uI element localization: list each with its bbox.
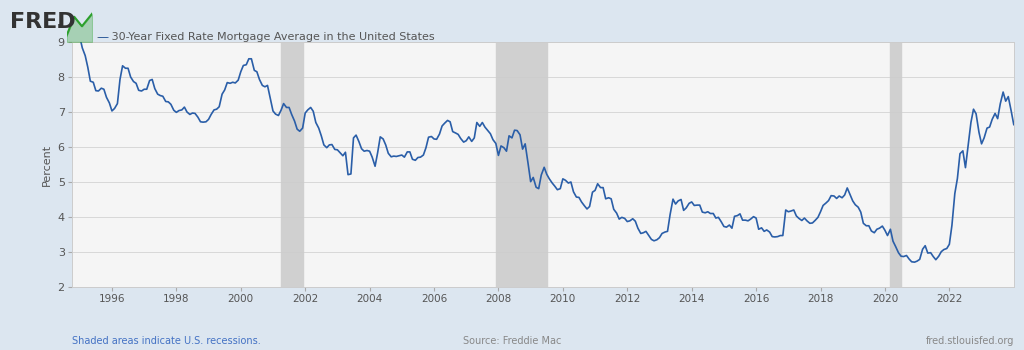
Text: Shaded areas indicate U.S. recessions.: Shaded areas indicate U.S. recessions. — [72, 336, 260, 346]
Text: fred.stlouisfed.org: fred.stlouisfed.org — [926, 336, 1014, 346]
Text: .: . — [55, 12, 63, 32]
Bar — [281, 42, 303, 287]
Bar — [891, 42, 901, 287]
Text: — 30-Year Fixed Rate Mortgage Average in the United States: — 30-Year Fixed Rate Mortgage Average in… — [97, 32, 435, 42]
Text: FRED: FRED — [10, 12, 76, 32]
Bar — [496, 42, 547, 287]
Text: Source: Freddie Mac: Source: Freddie Mac — [463, 336, 561, 346]
Text: —: — — [97, 32, 109, 42]
Y-axis label: Percent: Percent — [42, 144, 52, 186]
